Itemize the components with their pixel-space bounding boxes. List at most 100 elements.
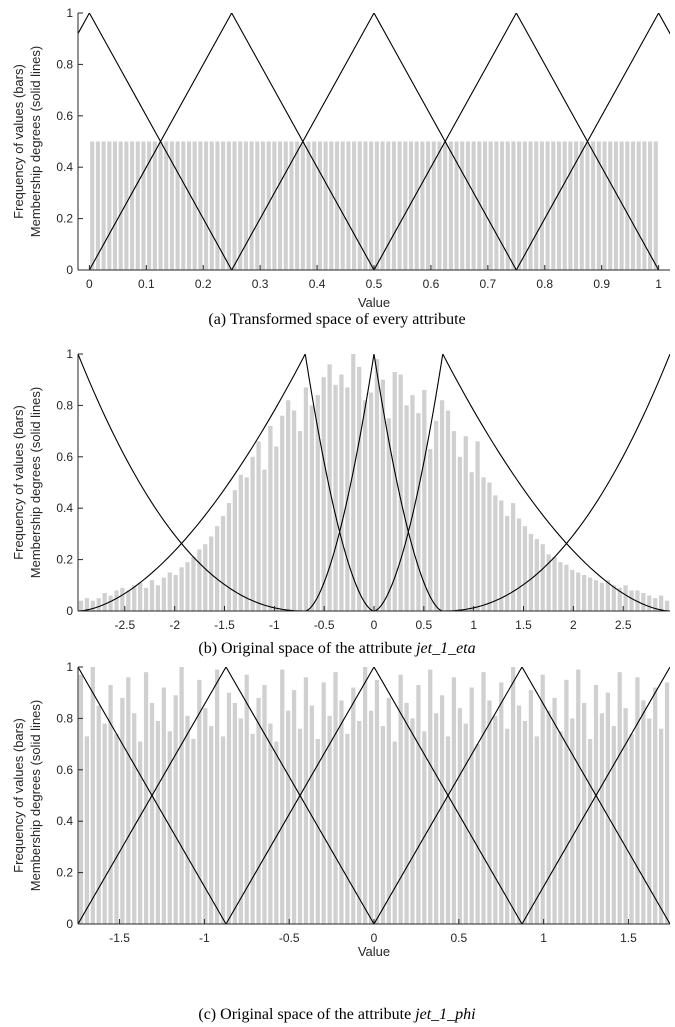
- y-tick-label: 0.6: [56, 450, 73, 464]
- bar: [457, 456, 462, 611]
- bar: [568, 141, 573, 270]
- bar: [138, 741, 143, 924]
- bar: [546, 710, 551, 924]
- bar: [238, 141, 243, 270]
- x-tick-label: 0.9: [593, 277, 610, 291]
- bar: [585, 141, 590, 270]
- bar: [516, 705, 522, 924]
- x-tick-label: -1: [269, 618, 280, 632]
- bar: [250, 733, 255, 924]
- bar: [108, 595, 113, 611]
- bar: [226, 503, 232, 611]
- bar: [635, 590, 640, 611]
- bar: [392, 371, 397, 611]
- y-axis-label-line1: Frequency of values (bars): [11, 64, 26, 219]
- bar: [209, 141, 214, 270]
- bar: [303, 387, 309, 611]
- x-tick-label: 1: [540, 931, 547, 945]
- bar: [451, 431, 457, 611]
- bars: [90, 141, 658, 270]
- bar: [327, 715, 332, 924]
- bar: [181, 141, 186, 270]
- bar: [124, 141, 129, 270]
- plot-area: [78, 667, 670, 924]
- bar: [118, 141, 123, 270]
- membership-line: [78, 354, 306, 611]
- bar: [386, 418, 391, 611]
- membership-line: [225, 667, 523, 924]
- bar: [120, 587, 125, 611]
- y-tick-label: 0.2: [56, 212, 73, 226]
- bar: [481, 672, 486, 924]
- bar: [647, 595, 652, 611]
- bar: [463, 436, 468, 611]
- bar: [226, 692, 232, 924]
- bar: [593, 580, 599, 611]
- bar: [215, 141, 220, 270]
- bar: [534, 736, 539, 924]
- bar: [280, 415, 285, 611]
- bar: [510, 503, 516, 611]
- x-tick-label: 0.8: [536, 277, 553, 291]
- bar: [428, 669, 433, 924]
- y-axis-label-line1: Frequency of values (bars): [11, 405, 26, 560]
- x-tick-label: 0.6: [423, 277, 440, 291]
- bar: [126, 590, 131, 611]
- bar: [297, 728, 303, 924]
- bar: [368, 392, 374, 611]
- bar: [274, 446, 279, 611]
- y-tick-label: 0.4: [56, 160, 73, 174]
- bar: [280, 669, 285, 924]
- bar: [576, 572, 581, 611]
- plot-area: [78, 354, 670, 611]
- bar: [540, 674, 545, 924]
- x-tick-label: 0: [371, 618, 378, 632]
- bar: [534, 539, 539, 611]
- bar: [315, 395, 320, 611]
- bar: [510, 667, 516, 924]
- bar: [255, 141, 260, 270]
- bar: [579, 141, 584, 270]
- bar: [226, 141, 231, 270]
- bar: [303, 677, 309, 924]
- caption-attribute-name: jet_1_eta: [414, 640, 476, 657]
- x-tick-label: 2: [570, 618, 577, 632]
- bar: [434, 420, 439, 611]
- bar: [232, 702, 238, 924]
- bar: [653, 687, 658, 924]
- x-tick-label: 2.5: [615, 618, 632, 632]
- x-tick-label: 1: [470, 618, 477, 632]
- bar: [164, 141, 169, 270]
- y-tick-label: 0.8: [56, 398, 73, 412]
- bar: [155, 585, 161, 611]
- bar: [197, 679, 202, 924]
- bar: [619, 141, 624, 270]
- bar: [403, 141, 408, 270]
- bar: [297, 431, 303, 611]
- bar: [623, 708, 628, 924]
- bar: [664, 682, 670, 924]
- bar: [404, 405, 409, 611]
- bar: [339, 700, 344, 924]
- bar: [570, 569, 575, 611]
- bar: [374, 359, 380, 611]
- membership-line: [521, 667, 670, 924]
- bar: [143, 672, 149, 924]
- bar: [391, 141, 396, 270]
- bar: [204, 141, 209, 270]
- bar: [517, 141, 522, 270]
- bar: [629, 590, 634, 611]
- x-tick-label: 0.2: [195, 277, 212, 291]
- y-axis-label-line2: Membership degrees (solid lines): [28, 387, 43, 578]
- bar: [564, 564, 569, 611]
- bar: [243, 141, 248, 270]
- bar: [611, 726, 616, 924]
- y-tick-label: 0.2: [56, 553, 73, 567]
- bar: [191, 557, 196, 611]
- x-tick-label: -0.5: [279, 931, 300, 945]
- bar: [511, 141, 516, 270]
- bar: [345, 733, 350, 924]
- figure-caption: (b) Original space of the attribute jet_…: [198, 640, 475, 657]
- bar: [291, 410, 297, 611]
